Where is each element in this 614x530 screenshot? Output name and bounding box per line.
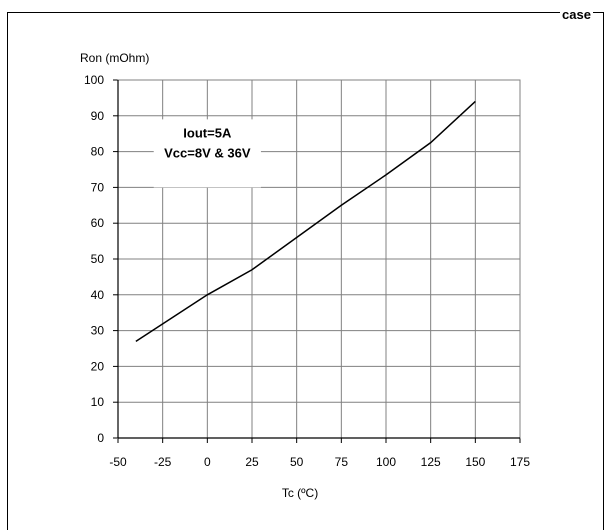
x-tick-label: 75 — [335, 455, 349, 469]
y-tick-label: 0 — [97, 431, 104, 445]
y-tick-label: 60 — [91, 216, 105, 230]
x-tick-label: -50 — [109, 455, 127, 469]
grid-lines — [118, 79, 520, 438]
x-tick-label: 0 — [204, 455, 211, 469]
x-tick-labels: -50 -25 0 25 50 75 100 125 150 175 — [109, 455, 530, 469]
x-tick-label: 150 — [465, 455, 485, 469]
series-group — [135, 100, 476, 342]
x-tick-label: 125 — [421, 455, 441, 469]
x-axis-label: Tc (ºC) — [282, 486, 318, 500]
y-tick-label: 20 — [91, 359, 105, 373]
annotation-box: Iout=5A Vcc=8V & 36V — [153, 119, 261, 188]
y-tick-label: 10 — [91, 395, 105, 409]
series-line — [135, 100, 476, 342]
annotation-background — [153, 119, 261, 188]
x-tick-label: 25 — [245, 455, 259, 469]
y-tick-label: 40 — [91, 288, 105, 302]
y-tick-label: 70 — [91, 180, 105, 194]
y-tick-label: 30 — [91, 324, 105, 338]
y-tick-label: 100 — [84, 73, 104, 87]
y-tick-label: 50 — [91, 252, 105, 266]
y-axis-label: Ron (mOhm) — [80, 51, 149, 65]
annotation-line: Iout=5A — [183, 126, 232, 141]
y-tick-label: 90 — [91, 109, 105, 123]
x-tick-label: 100 — [376, 455, 396, 469]
annotation-line: Vcc=8V & 36V — [164, 146, 251, 161]
figure-frame: case — [7, 9, 604, 530]
y-tick-label: 80 — [91, 145, 105, 159]
axes — [113, 79, 521, 443]
x-tick-label: 50 — [290, 455, 304, 469]
y-tick-labels: 0 10 20 30 40 50 60 70 80 90 100 — [84, 73, 104, 445]
x-tick-label: -25 — [154, 455, 172, 469]
cut-header-text: case — [560, 9, 593, 19]
x-tick-label: 175 — [510, 455, 530, 469]
